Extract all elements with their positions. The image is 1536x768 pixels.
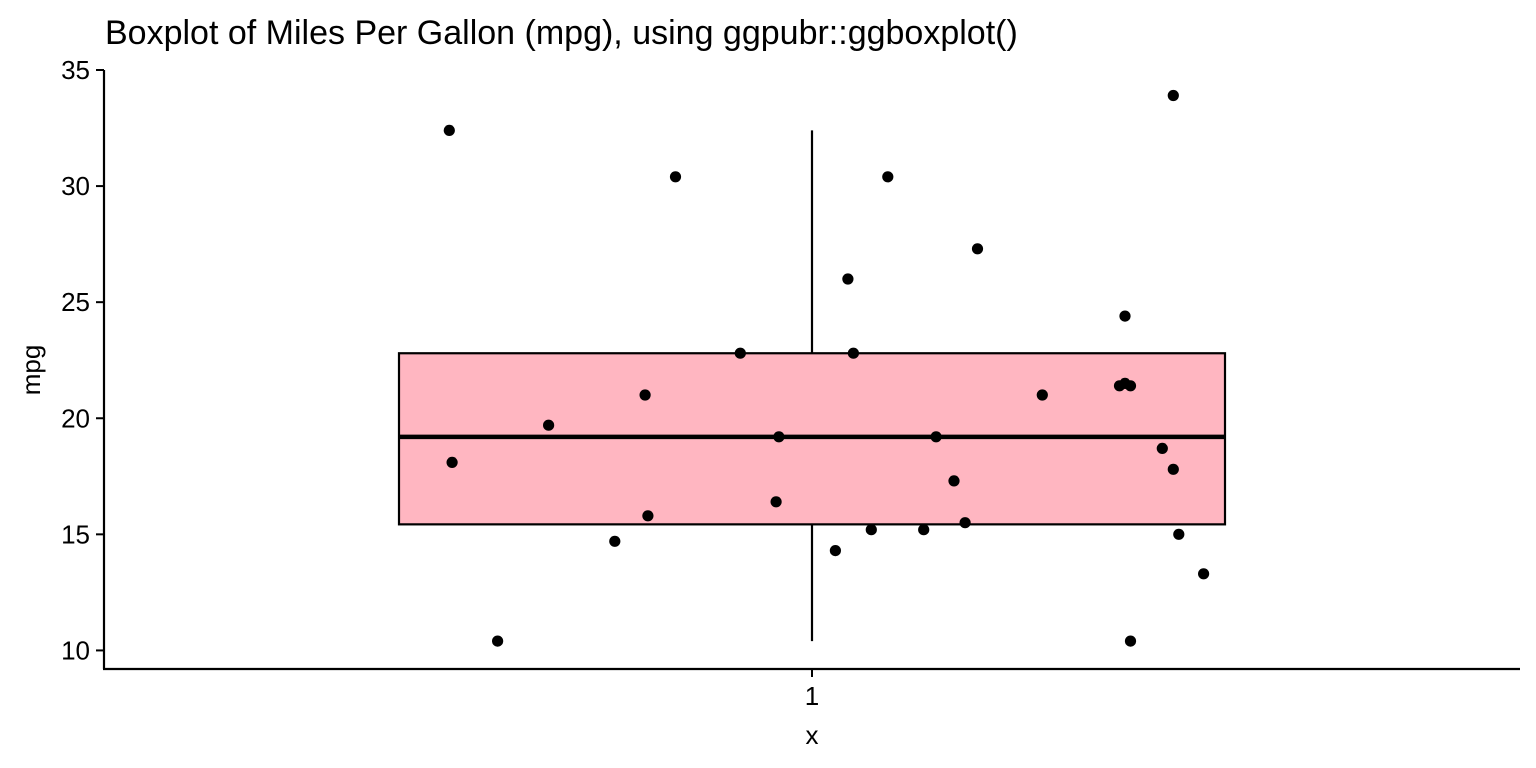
data-point-6 [842, 273, 854, 285]
data-point-27 [1173, 528, 1185, 540]
x-axis-label: x [806, 720, 819, 750]
y-axis-ticks: 10 15 20 25 30 35 [61, 55, 104, 665]
data-point-23 [642, 510, 654, 522]
y-tick-label-10: 10 [61, 635, 90, 665]
data-point-9 [847, 347, 860, 359]
data-point-8 [734, 347, 746, 359]
data-point-15 [543, 419, 555, 431]
data-point-5 [971, 243, 984, 255]
data-point-10 [639, 389, 651, 401]
data-point-14 [1119, 377, 1131, 389]
data-point-26 [918, 524, 930, 536]
x-axis-ticks: 1 [805, 669, 819, 711]
data-point-17 [930, 431, 942, 443]
plot-area [397, 89, 1227, 647]
data-point-19 [446, 456, 458, 468]
y-tick-label-25: 25 [61, 287, 90, 317]
data-point-32 [1124, 635, 1137, 647]
data-point-28 [609, 535, 621, 547]
data-point-7 [1119, 310, 1131, 322]
y-tick-label-35: 35 [61, 55, 90, 85]
data-point-21 [948, 475, 960, 487]
data-point-18 [1156, 442, 1168, 454]
data-point-29 [829, 545, 842, 557]
data-point-3 [882, 171, 894, 183]
data-point-22 [770, 496, 782, 508]
chart-title: Boxplot of Miles Per Gallon (mpg), using… [105, 14, 1018, 52]
data-point-11 [1036, 389, 1048, 401]
data-point-16 [773, 431, 785, 443]
y-axis-label: mpg [16, 345, 46, 396]
data-point-30 [1198, 568, 1210, 580]
data-point-20 [1167, 463, 1179, 475]
data-point-24 [959, 517, 971, 529]
x-tick-label-1: 1 [805, 681, 819, 711]
data-point-4 [1167, 89, 1179, 102]
y-tick-label-15: 15 [61, 519, 90, 549]
data-point-2 [669, 171, 682, 183]
y-tick-label-30: 30 [61, 171, 90, 201]
data-point-31 [492, 635, 504, 647]
y-tick-label-20: 20 [61, 403, 90, 433]
data-point-1 [443, 124, 455, 136]
data-point-25 [865, 524, 877, 536]
